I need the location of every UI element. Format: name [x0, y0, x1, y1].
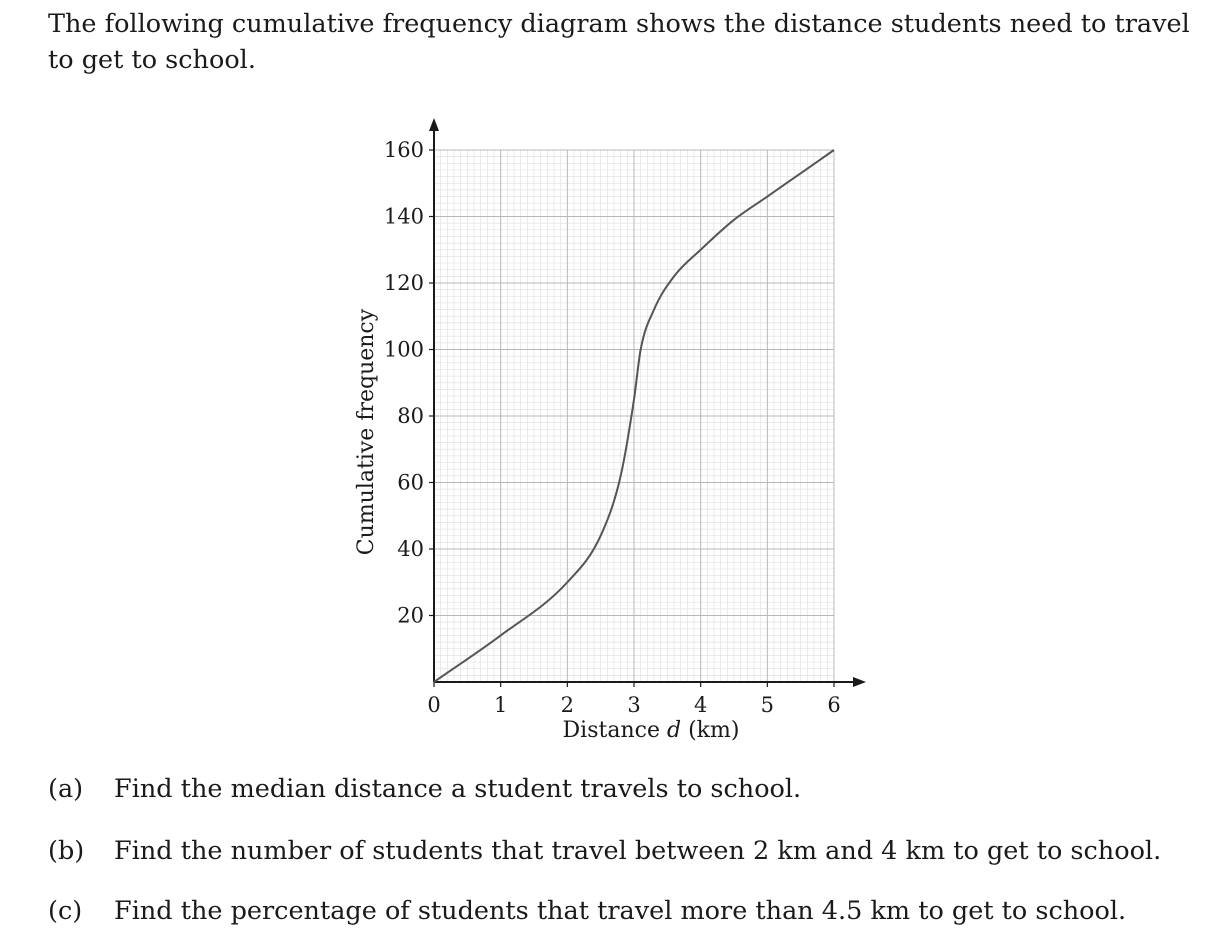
x-tick-label: 1: [494, 693, 507, 717]
question-b-label: (b): [48, 836, 85, 866]
question-b: (b) Find the number of students that trav…: [48, 834, 1161, 868]
x-tick-label: 5: [761, 693, 774, 717]
x-axis-label: Distance d (km): [563, 718, 740, 743]
y-tick-label: 100: [384, 338, 424, 362]
y-tick-label: 20: [397, 604, 424, 628]
y-tick-label: 60: [397, 471, 424, 495]
x-axis-arrow: [853, 677, 866, 687]
question-b-text: Find the number of students that travel …: [114, 836, 1162, 866]
x-tick-label: 3: [627, 693, 640, 717]
question-a-text: Find the median distance a student trave…: [114, 774, 802, 804]
x-tick-label: 2: [561, 693, 574, 717]
y-tick-label: 160: [384, 138, 424, 162]
chart-axes: [429, 118, 866, 687]
y-axis-label: Cumulative frequency: [354, 308, 379, 555]
y-axis-arrow: [429, 118, 439, 131]
y-tick-label: 80: [397, 404, 424, 428]
question-c-text: Find the percentage of students that tra…: [114, 896, 1127, 926]
question-c: (c) Find the percentage of students that …: [48, 894, 1126, 928]
question-c-label: (c): [48, 896, 83, 926]
x-tick-label: 4: [694, 693, 707, 717]
y-tick-label: 120: [384, 271, 424, 295]
y-tick-label: 40: [397, 537, 424, 561]
chart-series: [433, 149, 835, 683]
x-tick-label: 0: [427, 693, 440, 717]
x-tick-label: 6: [827, 693, 840, 717]
y-tick-label: 140: [384, 205, 424, 229]
question-a-label: (a): [48, 774, 84, 804]
question-a: (a) Find the median distance a student tr…: [48, 772, 801, 806]
intro-text: The following cumulative frequency diagr…: [48, 9, 1190, 75]
chart-ticks: 0 1 2 3 4 5 6 20 40 60 80 100 120 140 160: [384, 138, 841, 717]
cumulative-frequency-curve: [433, 149, 835, 683]
